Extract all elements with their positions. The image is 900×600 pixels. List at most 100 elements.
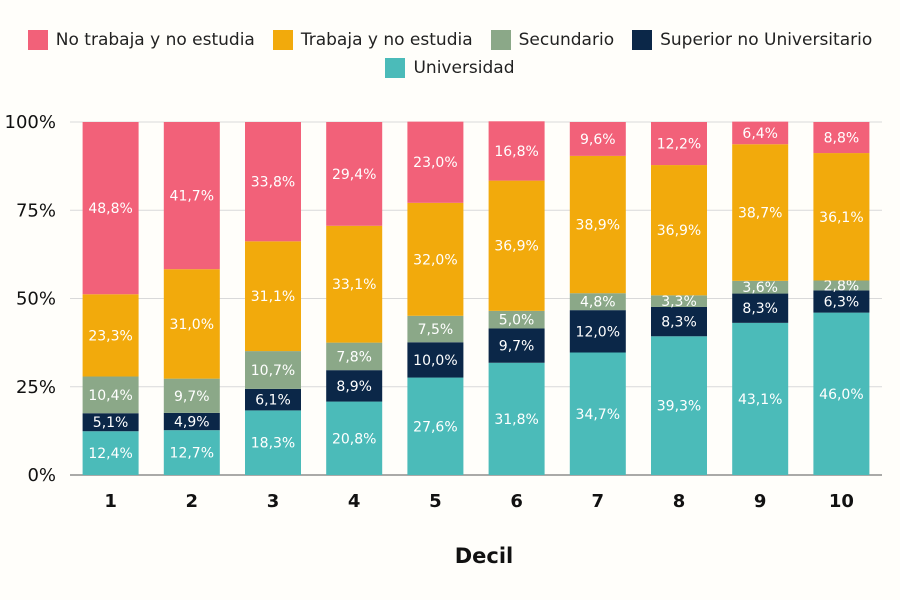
data-label: 33,1% bbox=[332, 277, 376, 293]
bar-segment bbox=[245, 351, 301, 389]
x-tick-label: 6 bbox=[510, 491, 523, 512]
legend-label: Trabaja y no estudia bbox=[300, 30, 473, 50]
x-tick-label: 5 bbox=[429, 491, 442, 512]
data-label: 16,8% bbox=[494, 144, 538, 160]
y-tick-label: 75% bbox=[16, 200, 56, 221]
y-tick-label: 0% bbox=[27, 465, 56, 486]
legend-label: Superior no Universitario bbox=[660, 30, 873, 50]
legend-swatch bbox=[632, 30, 653, 50]
bar-segment bbox=[732, 280, 789, 294]
data-label: 31,1% bbox=[251, 289, 295, 305]
bar-segment bbox=[245, 388, 301, 411]
x-tick-label: 1 bbox=[104, 491, 117, 512]
data-label: 32,0% bbox=[413, 252, 457, 268]
bar-segment bbox=[813, 153, 870, 281]
bar-segment bbox=[82, 376, 139, 414]
bar-segment bbox=[163, 412, 220, 431]
data-label: 6,3% bbox=[824, 295, 860, 311]
bar-segment bbox=[488, 310, 545, 329]
bar-segment bbox=[488, 328, 545, 363]
data-label: 12,7% bbox=[170, 446, 214, 462]
data-label: 4,8% bbox=[580, 295, 616, 311]
legend-item: Trabaja y no estudia bbox=[272, 30, 473, 50]
data-label: 39,3% bbox=[657, 399, 701, 415]
bar-segment bbox=[488, 121, 545, 181]
data-label: 7,8% bbox=[336, 349, 372, 365]
bar-segment bbox=[651, 165, 707, 296]
legend-swatch bbox=[490, 30, 511, 50]
x-tick-label: 2 bbox=[186, 491, 199, 512]
bar-segment bbox=[407, 342, 464, 378]
data-label: 27,6% bbox=[413, 419, 457, 435]
x-tick-label: 9 bbox=[754, 491, 767, 512]
bar-segment bbox=[569, 155, 626, 294]
data-label: 9,7% bbox=[499, 339, 535, 355]
bar-segment bbox=[732, 121, 789, 145]
bar-segment bbox=[326, 122, 383, 226]
x-tick-label: 10 bbox=[829, 491, 854, 512]
data-label: 36,9% bbox=[657, 223, 701, 239]
bar-segment bbox=[569, 310, 626, 353]
bar-segment bbox=[326, 342, 383, 371]
y-tick-label: 25% bbox=[16, 377, 56, 398]
data-label: 18,3% bbox=[251, 436, 295, 452]
bar-segment bbox=[488, 180, 545, 311]
bar-segment bbox=[407, 377, 464, 475]
bar-segment bbox=[82, 413, 139, 432]
legend-label: Secundario bbox=[518, 30, 615, 50]
bar-segment bbox=[326, 370, 383, 402]
data-label: 8,3% bbox=[661, 315, 697, 331]
bar-segment bbox=[732, 293, 789, 323]
data-label: 38,7% bbox=[738, 206, 782, 222]
data-label: 5,0% bbox=[499, 313, 535, 329]
data-label: 38,9% bbox=[576, 218, 620, 234]
data-label: 43,1% bbox=[738, 392, 782, 408]
data-label: 5,1% bbox=[93, 415, 129, 431]
bar-segment bbox=[651, 306, 707, 337]
data-label: 33,8% bbox=[251, 175, 295, 191]
data-label: 31,0% bbox=[170, 317, 214, 333]
legend-swatch bbox=[385, 58, 406, 78]
y-tick-label: 100% bbox=[5, 112, 56, 133]
data-label: 36,1% bbox=[819, 210, 863, 226]
bar-segment bbox=[569, 122, 626, 156]
bar-segment bbox=[326, 225, 383, 343]
data-label: 10,7% bbox=[251, 363, 295, 379]
legend-item: Universidad bbox=[385, 58, 515, 78]
legend-item: Secundario bbox=[490, 30, 615, 50]
bar-segment bbox=[813, 290, 870, 313]
data-label: 7,5% bbox=[418, 322, 454, 338]
x-axis-title: Decil bbox=[455, 544, 514, 568]
bar-segment bbox=[407, 315, 464, 343]
bar-segment bbox=[245, 410, 301, 475]
data-label: 23,3% bbox=[88, 328, 132, 344]
bar-segment bbox=[163, 269, 220, 379]
bar-segment bbox=[82, 431, 139, 475]
bar-segment bbox=[245, 122, 301, 242]
bar-segment bbox=[407, 202, 464, 316]
data-label: 10,4% bbox=[88, 388, 132, 404]
data-label: 41,7% bbox=[170, 189, 214, 205]
bar-segment bbox=[813, 280, 870, 291]
bar-segment bbox=[813, 122, 870, 154]
bar-segment bbox=[651, 122, 707, 166]
bar-segment bbox=[82, 294, 139, 377]
bar-segment bbox=[82, 122, 139, 295]
x-tick-label: 3 bbox=[267, 491, 280, 512]
data-label: 23,0% bbox=[413, 155, 457, 171]
x-tick-label: 8 bbox=[673, 491, 686, 512]
data-label: 9,6% bbox=[580, 132, 616, 148]
data-label: 2,8% bbox=[824, 278, 860, 294]
data-label: 34,7% bbox=[576, 407, 620, 423]
legend-swatch bbox=[27, 30, 48, 50]
y-tick-label: 50% bbox=[16, 289, 56, 310]
x-tick-label: 4 bbox=[348, 491, 361, 512]
data-label: 4,9% bbox=[174, 415, 210, 431]
data-label: 10,0% bbox=[413, 353, 457, 369]
bar-segment bbox=[163, 122, 220, 270]
data-label: 3,6% bbox=[742, 280, 778, 296]
bar-segment bbox=[326, 401, 383, 475]
bar-segment bbox=[488, 362, 545, 475]
